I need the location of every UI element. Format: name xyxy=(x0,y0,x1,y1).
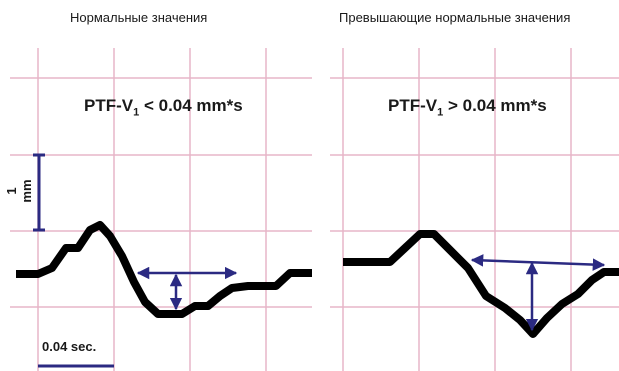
formula-normal-suffix: < 0.04 mm*s xyxy=(139,96,243,115)
p-wave-trace-normal xyxy=(16,221,312,318)
panel-title-normal: Нормальные значения xyxy=(70,10,208,25)
formula-abnormal-prefix: PTF-V xyxy=(388,96,438,115)
formula-normal-subscript: 1 xyxy=(133,106,140,119)
amplitude-scale-bar xyxy=(33,153,45,232)
grid-left xyxy=(10,48,312,371)
grid-right xyxy=(330,48,619,371)
formula-normal: PTF-V1 < 0.04 mm*s xyxy=(84,96,243,118)
amplitude-scale-label: 1 mm xyxy=(4,179,34,203)
formula-normal-prefix: PTF-V xyxy=(84,96,134,115)
duration-arrow-abnormal xyxy=(470,254,606,271)
p-wave-trace-abnormal xyxy=(343,230,619,338)
formula-abnormal: PTF-V1 > 0.04 mm*s xyxy=(388,96,547,118)
formula-abnormal-suffix: > 0.04 mm*s xyxy=(443,96,547,115)
time-scale-label: 0.04 sec. xyxy=(42,339,97,354)
panel-title-abnormal: Превышающие нормальные значения xyxy=(339,10,571,25)
formula-abnormal-subscript: 1 xyxy=(437,106,444,119)
